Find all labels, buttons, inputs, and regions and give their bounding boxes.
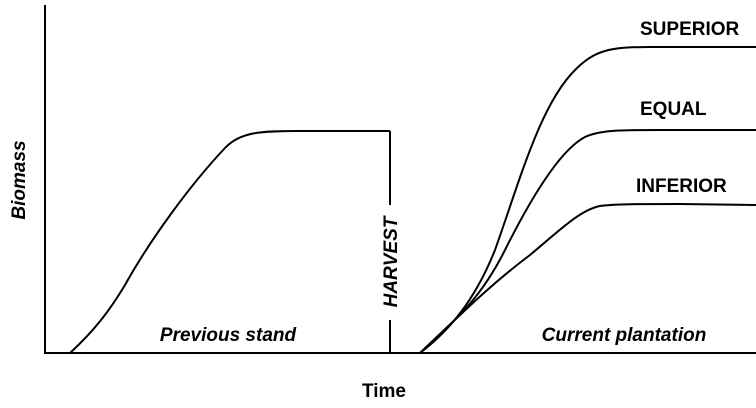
inferior-label: INFERIOR bbox=[636, 176, 727, 197]
previous-stand-label: Previous stand bbox=[160, 325, 297, 346]
superior-label: SUPERIOR bbox=[640, 19, 740, 40]
previous-stand-curve bbox=[69, 130, 390, 354]
harvest-label: HARVEST bbox=[381, 215, 402, 307]
current-plantation-label: Current plantation bbox=[542, 325, 707, 346]
equal-label: EQUAL bbox=[640, 99, 707, 120]
y-axis-label: Biomass bbox=[9, 140, 30, 219]
x-axis-label: Time bbox=[362, 381, 406, 402]
superior-curve bbox=[419, 46, 756, 354]
equal-curve bbox=[419, 129, 756, 354]
inferior-curve bbox=[419, 202, 756, 354]
